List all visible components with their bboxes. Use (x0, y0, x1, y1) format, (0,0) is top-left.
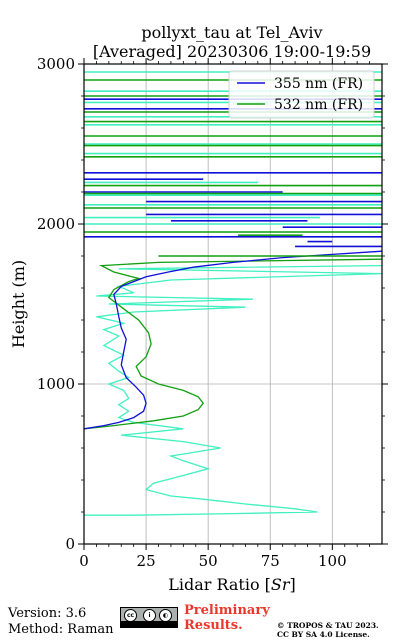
chart-title: pollyxt_tau at Tel_Aviv (141, 23, 322, 42)
legend: 355 nm (FR) 532 nm (FR) (228, 70, 375, 119)
series-line-2 (84, 264, 382, 516)
lidar-ratio-chart: pollyxt_tau at Tel_Aviv [Averaged] 20230… (9, 23, 388, 594)
x-tick-label: 50 (199, 552, 218, 570)
series-lines (84, 250, 382, 516)
version-text: Version: 3.6 (8, 606, 87, 621)
x-tick-label: 25 (137, 552, 156, 570)
y-tick-label: 3000 (37, 55, 75, 73)
series-line-0 (84, 250, 382, 430)
cc-badge-strip (121, 621, 177, 627)
y-axis-label: Height (m) (9, 260, 28, 348)
method-text: Method: Raman (8, 622, 114, 637)
x-tick-label: 0 (79, 552, 89, 570)
y-tick-label: 2000 (37, 215, 75, 233)
copyright-line-1: © TROPOS & TAU 2023. (277, 621, 379, 630)
copyright-notice: © TROPOS & TAU 2023. CC BY SA 4.0 Licens… (277, 621, 379, 639)
preliminary-results: Preliminary Results. (184, 603, 270, 633)
cc-by-sa-icon: cc i ◐ (120, 607, 178, 628)
legend-box (228, 70, 375, 119)
x-tick-label: 75 (261, 552, 280, 570)
y-tick-label: 0 (65, 535, 75, 553)
legend-label-532: 532 nm (FR) (274, 97, 363, 113)
x-axis-label: Lidar Ratio [Sr] (168, 575, 296, 594)
y-tick-label: 1000 (37, 375, 75, 393)
x-tick-label: 100 (318, 552, 347, 570)
footer-info: Version: 3.6 Method: Raman (8, 606, 114, 638)
legend-label-355: 355 nm (FR) (274, 76, 363, 92)
chart-subtitle: [Averaged] 20230306 19:00-19:59 (93, 42, 371, 61)
series-line-1 (84, 258, 382, 430)
copyright-line-2: CC BY SA 4.0 License. (277, 630, 370, 639)
